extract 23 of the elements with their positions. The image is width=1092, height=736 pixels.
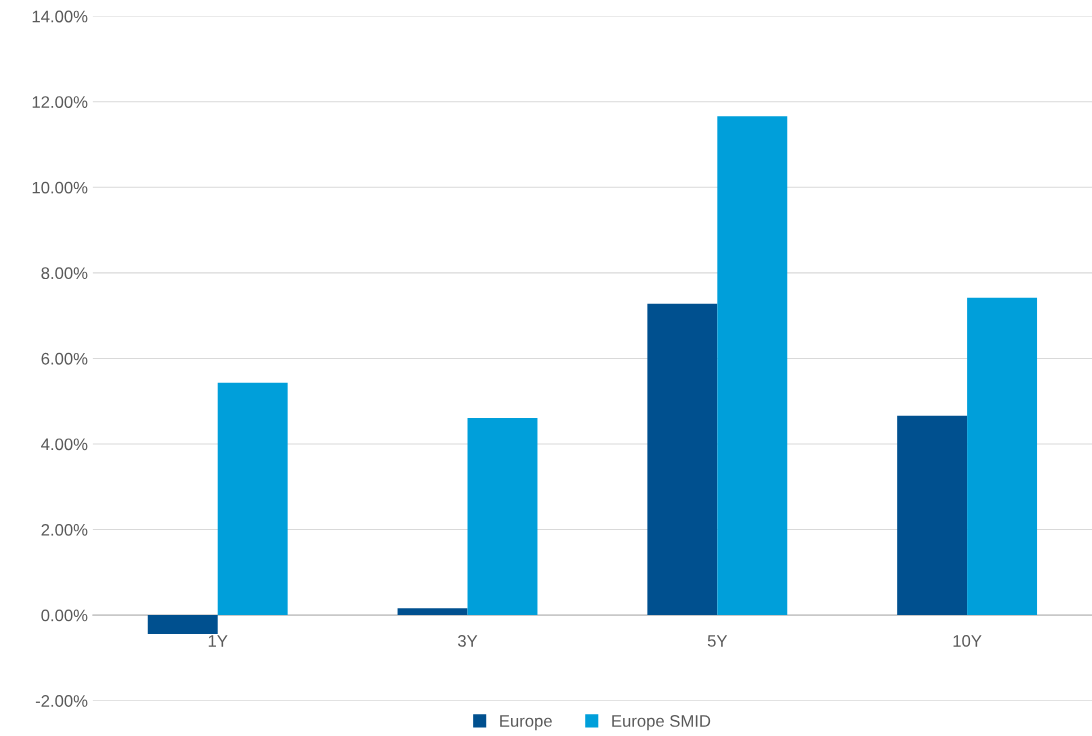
legend-label: Europe SMID — [612, 715, 711, 731]
y-tick-label: 0.00% — [41, 609, 88, 622]
bar — [217, 382, 288, 616]
bar — [147, 615, 218, 634]
y-tick-label: 12.00% — [32, 96, 88, 108]
bar — [397, 608, 468, 616]
bar — [647, 303, 718, 616]
y-tick-label: 2.00% — [41, 523, 88, 536]
y-tick-label: 10.00% — [32, 181, 88, 194]
y-tick-label: 6.00% — [41, 352, 88, 365]
x-tick-label: 5Y — [707, 635, 728, 647]
bar — [897, 415, 968, 616]
y-tick-label: 14.00% — [32, 10, 88, 23]
bar — [467, 417, 538, 616]
x-tick-label: 1Y — [208, 635, 228, 647]
bar — [717, 116, 788, 616]
x-tick-label: 3Y — [457, 635, 478, 647]
y-tick-label: 8.00% — [41, 267, 88, 280]
bar — [967, 297, 1038, 616]
y-tick-label: 4.00% — [41, 438, 88, 451]
legend-label: Europe — [500, 715, 552, 731]
x-tick-label: 10Y — [953, 635, 982, 647]
y-tick-label: -2.00% — [35, 695, 88, 707]
